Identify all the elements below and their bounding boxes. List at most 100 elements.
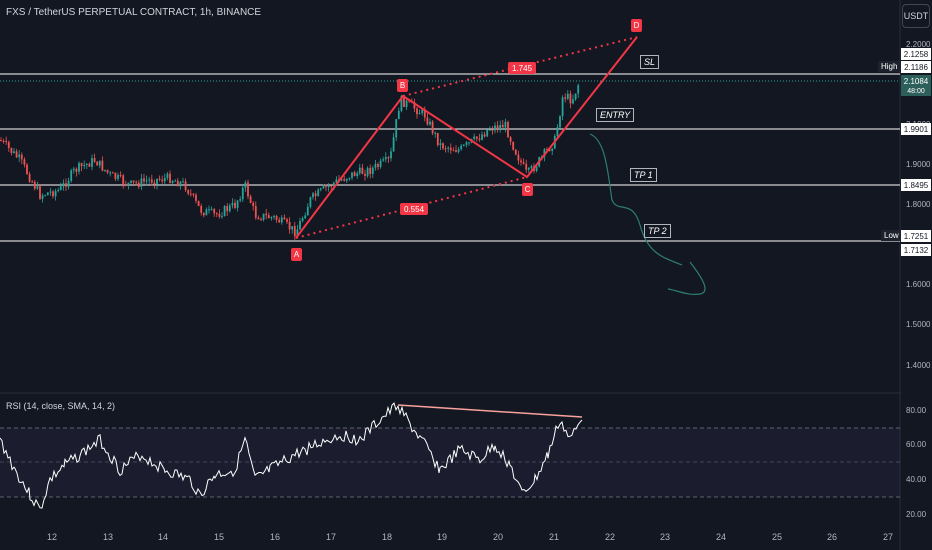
candle-body — [369, 167, 372, 174]
candle-body — [499, 124, 502, 129]
candle-body — [382, 159, 385, 161]
candle-body — [512, 141, 515, 150]
candle-body — [249, 196, 252, 203]
rsi-title[interactable]: RSI (14, close, SMA, 14, 2) — [6, 401, 116, 411]
point-b-label[interactable]: B — [397, 79, 408, 92]
candle-body — [317, 189, 320, 197]
candle-body — [91, 158, 93, 167]
candle-body — [572, 99, 574, 104]
candle-body — [247, 182, 249, 197]
candle-body — [462, 144, 465, 146]
candle-body — [403, 95, 405, 107]
candle-body — [325, 186, 327, 188]
point-a-label[interactable]: A — [291, 248, 302, 261]
candle-body — [527, 167, 530, 170]
rsi-tick: 20.00 — [906, 510, 927, 519]
sl-annotation[interactable]: SL — [640, 55, 660, 69]
candle-body — [442, 143, 444, 149]
date-tick: 26 — [826, 532, 838, 542]
candle-body — [33, 181, 36, 189]
projection-curve — [589, 133, 683, 266]
tp1-price-label: 1.8495 — [901, 179, 931, 191]
candle-body — [525, 163, 528, 170]
candle-body — [52, 191, 54, 197]
candle-body — [234, 202, 236, 208]
candle-body — [104, 169, 106, 171]
candle-body — [358, 167, 361, 174]
candle-body — [189, 193, 192, 195]
candle-body — [228, 205, 231, 212]
date-tick: 18 — [381, 532, 393, 542]
candle-body — [278, 219, 281, 223]
candle-body — [319, 188, 322, 190]
candle-body — [299, 220, 301, 230]
rsi-line — [0, 402, 583, 509]
candle-body — [322, 186, 325, 189]
candle-body — [59, 186, 62, 190]
low-tag: Low — [881, 230, 902, 241]
candle-body — [44, 195, 47, 197]
price-tick: 1.4000 — [906, 361, 931, 370]
candle-body — [416, 108, 418, 115]
candle-body — [439, 143, 442, 146]
entry-price-label: 1.9901 — [901, 123, 931, 135]
candle-body — [257, 217, 260, 220]
entry-annotation[interactable]: ENTRY — [596, 108, 635, 122]
candle-body — [447, 147, 450, 149]
candle-body — [379, 160, 382, 167]
candle-body — [465, 142, 468, 145]
candle-body — [153, 182, 156, 185]
point-c-label[interactable]: C — [522, 183, 533, 196]
ac-dotted-line — [295, 176, 528, 239]
date-tick: 21 — [548, 532, 560, 542]
candle-body — [395, 119, 398, 138]
date-tick: 19 — [436, 532, 448, 542]
candle-body — [119, 175, 122, 177]
candle-body — [117, 175, 119, 179]
candle-body — [530, 166, 533, 168]
candle-body — [478, 138, 481, 140]
price-tick: 2.2000 — [906, 40, 931, 49]
candle-body — [387, 157, 390, 159]
fib-ab-label[interactable]: 0.554 — [400, 203, 429, 215]
candle-body — [455, 150, 457, 152]
candle-body — [215, 213, 218, 215]
price-tick: 1.9000 — [906, 160, 931, 169]
candle-body — [200, 205, 203, 213]
candle-body — [426, 117, 429, 125]
candle-body — [111, 172, 114, 174]
candle-body — [392, 137, 395, 152]
candle-body — [520, 160, 522, 163]
tp1-annotation[interactable]: TP 1 — [630, 168, 657, 182]
candle-body — [286, 219, 288, 222]
fib-bd-label[interactable]: 1.745 — [508, 62, 537, 74]
candle-body — [377, 164, 379, 167]
candle-body — [491, 129, 494, 131]
candle-body — [54, 191, 57, 197]
candle-body — [231, 202, 234, 206]
date-tick: 17 — [325, 532, 337, 542]
point-d-label[interactable]: D — [631, 19, 642, 32]
candle-body — [504, 121, 507, 128]
currency-button[interactable]: USDT — [902, 4, 930, 28]
candle-body — [39, 186, 41, 199]
candle-body — [184, 181, 187, 191]
candle-body — [291, 226, 294, 230]
candle-body — [569, 93, 572, 104]
date-tick: 15 — [213, 532, 225, 542]
candle-body — [145, 180, 148, 182]
date-tick: 20 — [492, 532, 504, 542]
candle-body — [366, 167, 369, 176]
candle-body — [65, 183, 67, 187]
candle-body — [460, 145, 463, 150]
candle-body — [265, 213, 268, 216]
tp2-annotation[interactable]: TP 2 — [644, 224, 671, 238]
date-tick: 27 — [882, 532, 894, 542]
candle-body — [88, 163, 91, 167]
candle-body — [223, 206, 226, 216]
candle-body — [283, 217, 286, 220]
candle-body — [296, 229, 299, 237]
candle-body — [551, 148, 554, 151]
candle-body — [83, 164, 86, 167]
